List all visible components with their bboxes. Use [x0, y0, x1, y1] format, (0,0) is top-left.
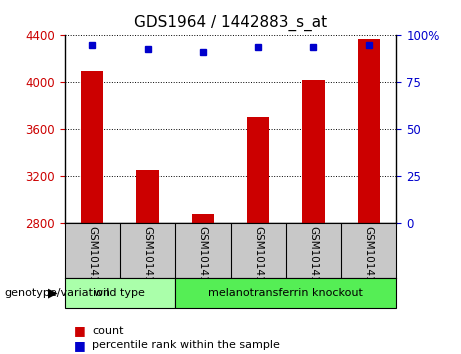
Text: percentile rank within the sample: percentile rank within the sample: [92, 340, 280, 350]
Text: wild type: wild type: [95, 288, 145, 298]
Bar: [136, 170, 159, 223]
Text: GSM101412: GSM101412: [198, 226, 208, 289]
Text: GSM101414: GSM101414: [308, 226, 319, 289]
Text: ▶: ▶: [48, 286, 58, 299]
Bar: [175, 278, 396, 308]
Text: melanotransferrin knockout: melanotransferrin knockout: [208, 288, 363, 298]
Text: GSM101416: GSM101416: [87, 226, 97, 289]
Text: GSM101417: GSM101417: [142, 226, 153, 289]
Text: ■: ■: [74, 325, 85, 337]
Bar: [302, 80, 325, 223]
Text: count: count: [92, 326, 124, 336]
Bar: [65, 278, 175, 308]
Bar: [81, 70, 103, 223]
Text: GSM101415: GSM101415: [364, 226, 374, 289]
Title: GDS1964 / 1442883_s_at: GDS1964 / 1442883_s_at: [134, 15, 327, 31]
Bar: [192, 214, 214, 223]
Text: genotype/variation: genotype/variation: [5, 288, 111, 298]
Text: ■: ■: [74, 339, 85, 352]
Bar: [247, 118, 269, 223]
Text: GSM101413: GSM101413: [253, 226, 263, 289]
Bar: [358, 39, 380, 223]
